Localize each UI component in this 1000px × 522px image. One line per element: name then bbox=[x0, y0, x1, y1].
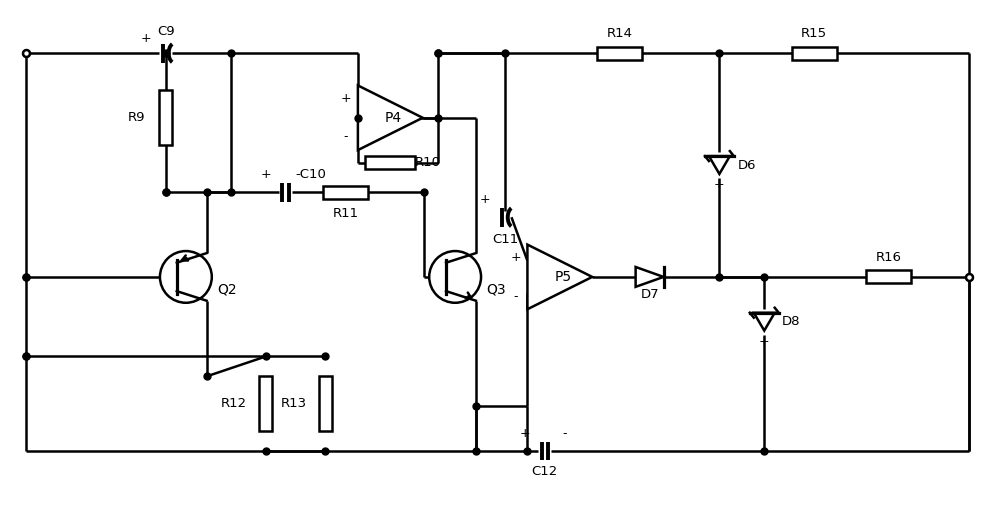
Text: +: + bbox=[341, 92, 351, 105]
Text: +: + bbox=[260, 168, 271, 181]
Text: P5: P5 bbox=[554, 270, 571, 284]
Text: C12: C12 bbox=[532, 466, 558, 478]
Bar bbox=[597, 46, 642, 60]
Bar bbox=[792, 46, 837, 60]
Text: R11: R11 bbox=[332, 207, 358, 220]
Text: R14: R14 bbox=[607, 27, 633, 40]
Text: C9: C9 bbox=[157, 25, 175, 38]
Text: C11: C11 bbox=[492, 233, 518, 246]
Text: R15: R15 bbox=[801, 27, 827, 40]
Text: R16: R16 bbox=[876, 251, 902, 264]
Polygon shape bbox=[358, 86, 423, 150]
Text: P4: P4 bbox=[385, 111, 402, 125]
Text: D8: D8 bbox=[782, 315, 801, 328]
Text: +: + bbox=[714, 179, 725, 192]
Text: D6: D6 bbox=[737, 159, 756, 172]
Polygon shape bbox=[636, 267, 664, 287]
Bar bbox=[365, 156, 415, 169]
Text: Q2: Q2 bbox=[217, 283, 236, 297]
Bar bbox=[323, 186, 368, 199]
Polygon shape bbox=[709, 156, 730, 174]
Circle shape bbox=[160, 251, 212, 303]
Circle shape bbox=[429, 251, 481, 303]
Bar bbox=[259, 376, 272, 431]
Text: Q3: Q3 bbox=[486, 283, 506, 297]
Text: -C10: -C10 bbox=[295, 168, 326, 181]
Bar bbox=[319, 376, 332, 431]
Text: D7: D7 bbox=[640, 288, 659, 301]
Text: +: + bbox=[480, 193, 490, 206]
Text: R9: R9 bbox=[127, 111, 145, 124]
Text: -: - bbox=[563, 426, 567, 440]
Text: -: - bbox=[344, 130, 348, 144]
Bar bbox=[866, 270, 911, 283]
Text: R12: R12 bbox=[221, 397, 247, 410]
Text: R10: R10 bbox=[415, 156, 441, 169]
Text: +: + bbox=[520, 426, 530, 440]
Bar bbox=[159, 90, 172, 145]
Text: +: + bbox=[759, 335, 770, 348]
Text: -: - bbox=[513, 290, 518, 303]
Polygon shape bbox=[527, 245, 592, 309]
Text: +: + bbox=[141, 32, 151, 45]
Polygon shape bbox=[754, 313, 775, 330]
Text: +: + bbox=[510, 251, 521, 264]
Text: R13: R13 bbox=[281, 397, 307, 410]
